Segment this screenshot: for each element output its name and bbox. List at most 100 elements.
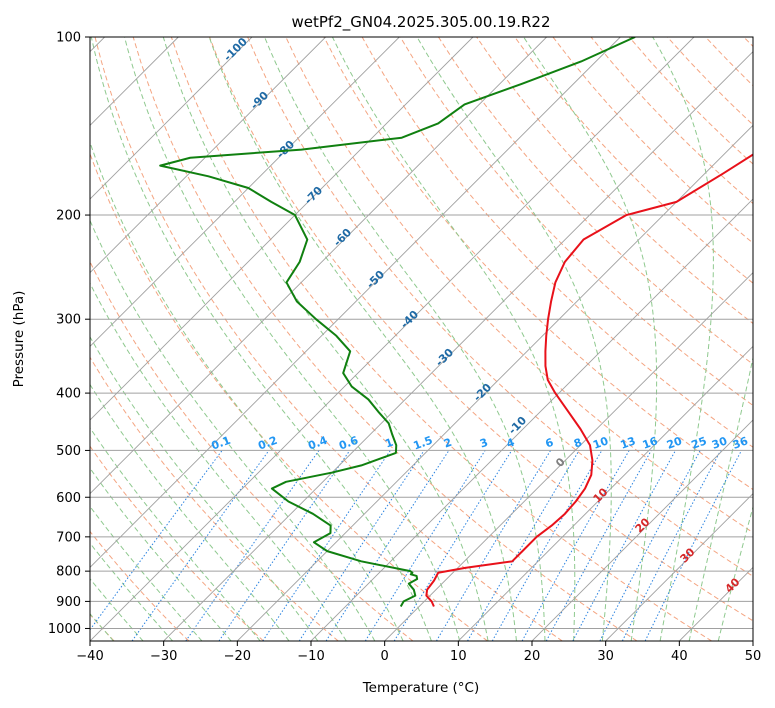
- dry-adiabat: [552, 37, 753, 244]
- x-axis-ticks: −40 −30 −20 −10 0 10 20 30 40 50: [76, 641, 761, 664]
- moist-adiabat: [688, 355, 753, 641]
- dry-adiabat: [90, 530, 190, 641]
- isotherm-line: [752, 640, 753, 641]
- mixing-ratio-label: 13: [619, 434, 638, 451]
- mixing-ratio-label: 8: [572, 436, 584, 451]
- x-tick-label: 20: [524, 649, 541, 664]
- dry-adiabat: [170, 37, 712, 641]
- moist-adiabat: [90, 335, 319, 641]
- y-tick-label: 500: [56, 444, 81, 459]
- y-tick-label: 400: [56, 387, 81, 402]
- mixing-ratio-label: 0.6: [337, 434, 360, 453]
- dry-adiabat-label: 30: [678, 545, 698, 565]
- mixing-ratio-label: 0.2: [256, 434, 279, 453]
- temperature-line: [425, 153, 753, 607]
- isotherm-line: [90, 37, 695, 641]
- mixing-ratio-label: 16: [641, 434, 660, 452]
- mixing-ratio-label: 2: [442, 436, 454, 451]
- dry-adiabat: [705, 37, 753, 87]
- isotherm-line: [605, 493, 753, 641]
- dry-adiabat: [514, 37, 753, 284]
- mixing-ratio-label: 0.1: [210, 434, 233, 453]
- isotherm-line: [90, 37, 253, 200]
- y-tick-label: 300: [56, 313, 81, 328]
- moist-adiabat: [264, 37, 546, 641]
- dry-adiabat: [323, 37, 753, 491]
- isotherm-line: [90, 37, 547, 495]
- moist-adiabat: [331, 37, 576, 641]
- y-tick-label: 1000: [48, 622, 81, 637]
- mixing-ratio-label: 20: [665, 434, 684, 452]
- mixing-ratio-line: [364, 450, 486, 641]
- isobars: [90, 37, 753, 629]
- isotherm-line: [531, 419, 753, 641]
- moist-adiabat: [523, 37, 658, 641]
- mixing-ratio-line: [131, 450, 270, 641]
- isotherm-line: [384, 272, 753, 641]
- dry-adiabat: [94, 37, 563, 641]
- mixing-ratio-label: 1: [383, 436, 395, 451]
- isotherm-line: [90, 37, 474, 421]
- dry-adiabat: [247, 37, 753, 577]
- mixing-ratio-label: 3: [478, 436, 490, 451]
- y-tick-label: 900: [56, 595, 81, 610]
- isotherm-line: [310, 198, 753, 641]
- dry-adiabat: [438, 37, 753, 365]
- mixing-ratio-label: 0.4: [306, 434, 329, 453]
- mixing-ratio-line: [621, 450, 722, 641]
- mixing-ratio-label: 30: [710, 434, 729, 452]
- mixing-ratio-line: [521, 450, 630, 641]
- moist-adiabat: [90, 282, 347, 641]
- moist-adiabat: [90, 37, 432, 641]
- dry-adiabat: [132, 37, 638, 641]
- moist-adiabat-label: -70: [302, 184, 325, 207]
- x-tick-label: −10: [297, 649, 324, 664]
- y-tick-label: 200: [56, 209, 81, 224]
- moist-adiabat: [90, 383, 290, 641]
- x-tick-label: 50: [745, 649, 762, 664]
- y-tick-label: 600: [56, 491, 81, 506]
- moist-adiabat: [124, 37, 461, 641]
- series-lines: [159, 37, 753, 607]
- moist-adiabat-label: -10: [506, 414, 529, 437]
- mixing-ratio-line: [298, 450, 425, 641]
- x-tick-label: 30: [597, 649, 614, 664]
- dewpoint-line: [159, 37, 636, 607]
- dry-adiabat-label: 20: [633, 515, 653, 535]
- mixing-ratio-label: 1.5: [412, 434, 435, 453]
- x-tick-label: 0: [381, 649, 389, 664]
- moist-adiabat-label: -20: [471, 381, 494, 404]
- isotherm-line: [90, 37, 400, 347]
- dry-adiabat: [90, 260, 414, 641]
- mixing-ratio-line: [393, 450, 513, 641]
- moist-adiabat: [90, 140, 404, 641]
- mixing-ratio-line: [262, 450, 391, 641]
- dry-adiabat: [90, 445, 264, 641]
- mixing-ratio-label: 4: [505, 436, 517, 451]
- moist-adiabat-label: -40: [398, 308, 421, 331]
- moist-adiabat-label: -50: [364, 268, 387, 291]
- mixing-ratio-line: [599, 450, 701, 641]
- dry-adiabat: [90, 152, 488, 641]
- moist-adiabat: [90, 467, 232, 641]
- moist-adiabats: [90, 37, 753, 641]
- isotherm-line: [458, 345, 753, 641]
- mixing-ratio-lines: [90, 450, 742, 641]
- x-tick-label: 40: [671, 649, 688, 664]
- y-tick-label: 700: [56, 530, 81, 545]
- dry-adiabats: [90, 37, 753, 641]
- dry-adiabat: [285, 37, 753, 534]
- moist-adiabat: [162, 37, 489, 641]
- plot-area: 0.1 0.2 0.4 0.6 1 1.5 2 3 4 6 8 10 13 16 20 25 30 36-100-…: [90, 35, 753, 641]
- moist-adiabat: [90, 505, 203, 641]
- isotherm-line: [237, 124, 753, 641]
- moist-adiabat: [90, 219, 376, 641]
- y-tick-label: 100: [56, 31, 81, 46]
- moist-adiabat-label: -90: [248, 89, 271, 112]
- moist-adiabat-label: -100: [221, 35, 250, 64]
- moist-adiabat: [652, 37, 714, 641]
- mixing-ratio-label: 36: [731, 434, 750, 452]
- x-tick-label: −20: [224, 649, 251, 664]
- isotherm-line: [679, 566, 753, 641]
- mixing-ratio-line: [185, 450, 320, 641]
